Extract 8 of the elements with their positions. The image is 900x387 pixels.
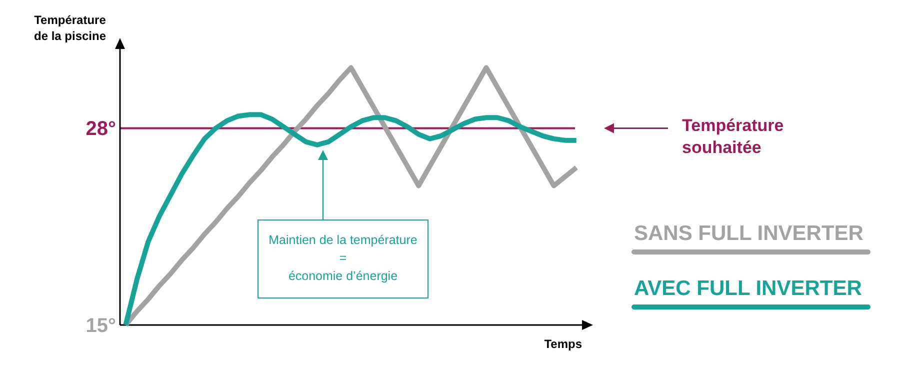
text: AVEC FULL INVERTER — [634, 277, 862, 300]
y-tick-label: 15° — [86, 314, 116, 337]
y-tick-label: 28° — [86, 118, 116, 140]
y-axis-title: Température de la piscine — [34, 13, 106, 43]
annotation: Maintien de la température = économie d’énergie — [268, 233, 418, 283]
ref-line-label: Température souhaitée — [682, 116, 784, 158]
x-axis-title: Temps — [544, 337, 582, 351]
text: SANS FULL INVERTER — [634, 222, 864, 245]
